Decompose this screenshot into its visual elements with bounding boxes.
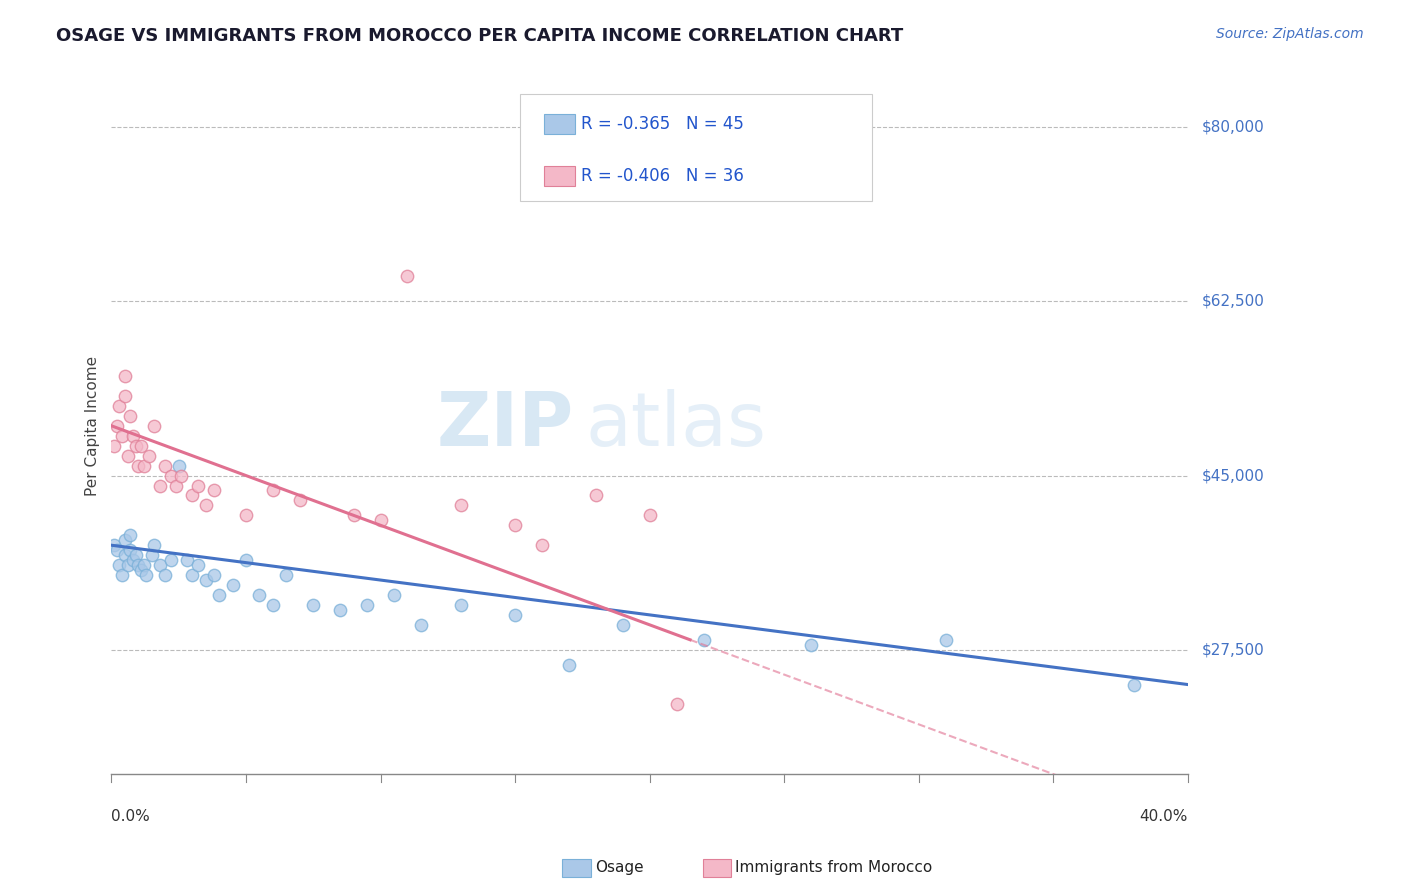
Point xyxy=(114,389,136,403)
Point xyxy=(129,563,152,577)
Text: $62,500: $62,500 xyxy=(1201,293,1264,309)
Point xyxy=(302,598,325,612)
Text: Source: ZipAtlas.com: Source: ZipAtlas.com xyxy=(1216,27,1364,41)
Point xyxy=(665,698,688,712)
Point xyxy=(122,428,145,442)
Y-axis label: Per Capita Income: Per Capita Income xyxy=(86,356,100,496)
Point xyxy=(122,553,145,567)
Point xyxy=(186,478,208,492)
Point xyxy=(356,598,378,612)
Point xyxy=(167,458,190,473)
Point xyxy=(276,568,298,582)
Point xyxy=(235,553,257,567)
Point xyxy=(370,513,392,527)
Text: 40.0%: 40.0% xyxy=(1140,809,1188,824)
Point xyxy=(141,548,163,562)
Point xyxy=(692,632,714,647)
Point xyxy=(149,478,172,492)
Point xyxy=(124,439,146,453)
Point xyxy=(186,558,208,573)
Point xyxy=(935,632,957,647)
Text: $45,000: $45,000 xyxy=(1201,468,1264,483)
Point xyxy=(108,558,131,573)
Point xyxy=(103,439,125,453)
Point xyxy=(329,603,352,617)
Point xyxy=(111,568,134,582)
Point xyxy=(124,548,146,562)
Point xyxy=(450,499,472,513)
Text: Immigrants from Morocco: Immigrants from Morocco xyxy=(735,861,932,875)
Point xyxy=(531,538,554,552)
Point xyxy=(382,588,405,602)
Point xyxy=(111,428,134,442)
Text: $27,500: $27,500 xyxy=(1201,642,1264,657)
Point xyxy=(159,553,181,567)
Point xyxy=(409,617,432,632)
Point xyxy=(585,488,607,502)
Point xyxy=(558,657,581,672)
Text: atlas: atlas xyxy=(585,389,766,462)
Point xyxy=(194,499,217,513)
Point xyxy=(120,543,142,558)
Text: R = -0.406   N = 36: R = -0.406 N = 36 xyxy=(581,167,744,185)
Point xyxy=(181,488,204,502)
Point xyxy=(117,558,139,573)
Point xyxy=(155,458,177,473)
Point xyxy=(235,508,257,523)
Point xyxy=(176,553,198,567)
Text: R = -0.365   N = 45: R = -0.365 N = 45 xyxy=(581,115,744,133)
Text: $80,000: $80,000 xyxy=(1201,120,1264,135)
Point xyxy=(503,607,526,622)
Point xyxy=(114,533,136,548)
Point xyxy=(105,418,128,433)
Point xyxy=(103,538,125,552)
Text: OSAGE VS IMMIGRANTS FROM MOROCCO PER CAPITA INCOME CORRELATION CHART: OSAGE VS IMMIGRANTS FROM MOROCCO PER CAP… xyxy=(56,27,904,45)
Point xyxy=(202,568,225,582)
Point xyxy=(132,558,155,573)
Point xyxy=(450,598,472,612)
Point xyxy=(114,369,136,384)
Point xyxy=(120,528,142,542)
Point xyxy=(221,578,243,592)
Point xyxy=(262,598,284,612)
Text: Osage: Osage xyxy=(595,861,644,875)
Point xyxy=(170,468,193,483)
Point xyxy=(262,483,284,498)
Point xyxy=(165,478,187,492)
Point xyxy=(117,449,139,463)
Point xyxy=(202,483,225,498)
Point xyxy=(143,538,166,552)
Point xyxy=(138,449,160,463)
Point xyxy=(120,409,142,423)
Point xyxy=(1123,677,1146,691)
Point xyxy=(343,508,366,523)
Point xyxy=(503,518,526,533)
Point xyxy=(129,439,152,453)
Point xyxy=(105,543,128,558)
Point xyxy=(800,638,823,652)
Point xyxy=(155,568,177,582)
Point xyxy=(194,573,217,587)
Point xyxy=(638,508,661,523)
Point xyxy=(127,558,149,573)
Point xyxy=(108,399,131,413)
Point xyxy=(114,548,136,562)
Point xyxy=(208,588,231,602)
Point xyxy=(135,568,157,582)
Text: 0.0%: 0.0% xyxy=(111,809,150,824)
Point xyxy=(143,418,166,433)
Point xyxy=(127,458,149,473)
Point xyxy=(159,468,181,483)
Text: ZIP: ZIP xyxy=(437,389,574,462)
Point xyxy=(288,493,311,508)
Point xyxy=(396,269,419,284)
Point xyxy=(132,458,155,473)
Point xyxy=(249,588,271,602)
Point xyxy=(149,558,172,573)
Point xyxy=(612,617,634,632)
Point xyxy=(181,568,204,582)
